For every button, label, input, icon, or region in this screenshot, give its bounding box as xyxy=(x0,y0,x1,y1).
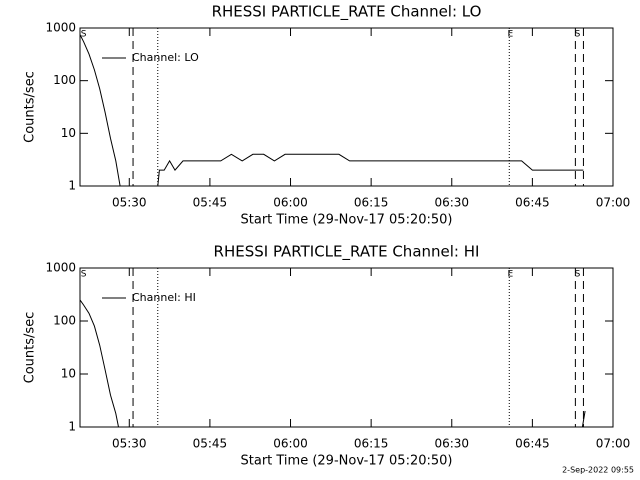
x-axis-label: Start Time (29-Nov-17 05:20:50) xyxy=(241,454,453,469)
x-tick-label: 07:00 xyxy=(596,437,631,451)
data-line xyxy=(79,34,584,187)
x-tick-label: 05:45 xyxy=(193,196,228,210)
x-tick-label: 05:30 xyxy=(112,196,147,210)
chart-title: RHESSI PARTICLE_RATE Channel: HI xyxy=(214,243,480,262)
x-tick-label: 07:00 xyxy=(596,196,631,210)
x-tick-label: 06:30 xyxy=(434,437,469,451)
y-tick-label: 1 xyxy=(68,420,76,434)
x-axis-label: Start Time (29-Nov-17 05:20:50) xyxy=(241,213,453,228)
x-tick-label: 06:45 xyxy=(515,437,550,451)
x-tick-label: 06:00 xyxy=(273,196,308,210)
flag-label: S xyxy=(81,270,87,280)
chart-title: RHESSI PARTICLE_RATE Channel: LO xyxy=(212,3,482,22)
legend-label: Channel: LO xyxy=(132,51,199,64)
x-tick-label: 06:15 xyxy=(354,437,389,451)
footer: 2-Sep-2022 09:55 xyxy=(562,466,634,475)
y-axis-label: Counts/sec xyxy=(23,312,38,384)
y-tick-label: 100 xyxy=(53,314,76,328)
flag-label: S xyxy=(575,30,581,40)
flag-label: S xyxy=(575,270,581,280)
y-tick-label: 10 xyxy=(61,367,76,381)
data-line xyxy=(79,299,586,428)
x-tick-label: 06:45 xyxy=(515,196,550,210)
y-tick-label: 1000 xyxy=(45,21,76,35)
y-tick-label: 10 xyxy=(61,126,76,140)
y-tick-label: 1 xyxy=(68,179,76,193)
flag-label: S xyxy=(81,30,87,40)
x-tick-label: 05:30 xyxy=(112,437,147,451)
x-tick-label: 05:45 xyxy=(193,437,228,451)
x-tick-label: 06:30 xyxy=(434,196,469,210)
plot-frame xyxy=(79,267,614,428)
y-axis-label: Counts/sec xyxy=(23,71,38,143)
flag-label: E xyxy=(508,30,514,40)
plot-frame xyxy=(79,27,614,187)
y-tick-label: 1000 xyxy=(45,261,76,275)
x-tick-label: 06:15 xyxy=(354,196,389,210)
flag-label: E xyxy=(508,270,514,280)
y-tick-label: 100 xyxy=(53,73,76,87)
legend-label: Channel: HI xyxy=(132,291,196,304)
x-tick-label: 06:00 xyxy=(273,437,308,451)
